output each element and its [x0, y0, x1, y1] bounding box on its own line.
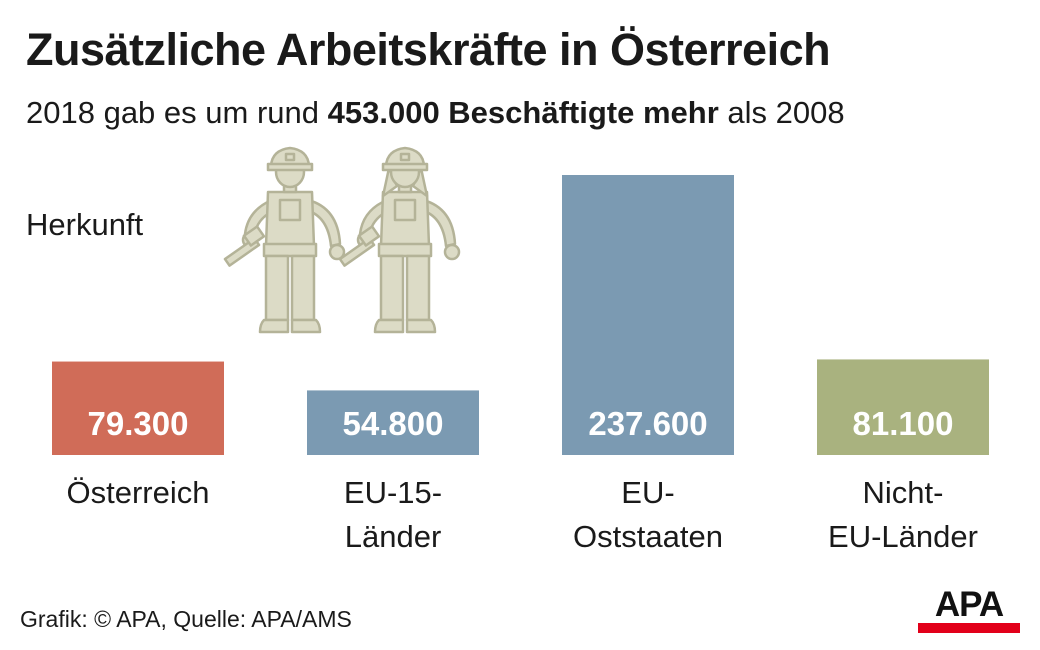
category-label-eu-15-l-nder-line2: Länder: [345, 519, 442, 554]
category-label-sterreich: Österreich: [67, 475, 210, 510]
value-label-eu-15-l-nder: 54.800: [343, 405, 444, 442]
value-label-sterreich: 79.300: [88, 405, 189, 442]
worker-illustration: [223, 146, 461, 334]
source-credit: Grafik: © APA, Quelle: APA/AMS: [20, 606, 352, 632]
category-label-eu-oststaaten-line1: EU-: [621, 475, 674, 510]
apa-logo-text: APA: [934, 585, 1004, 624]
category-label-nicht-eu-l-nder-line2: EU-Länder: [828, 519, 978, 554]
apa-logo: APA: [918, 585, 1020, 633]
chart-title: Zusätzliche Arbeitskräfte in Österreich: [26, 24, 831, 75]
value-label-eu-oststaaten: 237.600: [588, 405, 707, 442]
bar-sterreich: [52, 361, 224, 455]
worker-male-icon: [223, 146, 346, 334]
bar-eu-15-l-nder: [307, 390, 479, 455]
subtitle-prefix: 2018 gab es um rund: [26, 95, 319, 130]
bar-nicht-eu-l-nder: [817, 359, 989, 455]
apa-logo-bar: [918, 623, 1020, 633]
worker-female-icon: [338, 146, 461, 334]
category-label-eu-15-l-nder-line1: EU-15-: [344, 475, 442, 510]
bars-group: 79.300 Österreich 54.800 EU-15- Länder 237.60…: [52, 175, 989, 554]
bar-chart: 79.300 Österreich 54.800 EU-15- Länder 237.60…: [52, 146, 989, 554]
subtitle-highlight: 453.000 Beschäftigte mehr: [327, 95, 719, 130]
value-label-nicht-eu-l-nder: 81.100: [853, 405, 954, 442]
chart-subtitle: 2018 gab es um rund 453.000 Beschäftigte…: [26, 92, 845, 134]
category-label-nicht-eu-l-nder-line1: Nicht-: [863, 475, 944, 510]
subtitle-suffix: als 2008: [727, 95, 845, 130]
section-label: Herkunft: [26, 207, 144, 242]
bar-eu-oststaaten: [562, 175, 734, 455]
category-label-eu-oststaaten-line2: Oststaaten: [573, 519, 723, 554]
